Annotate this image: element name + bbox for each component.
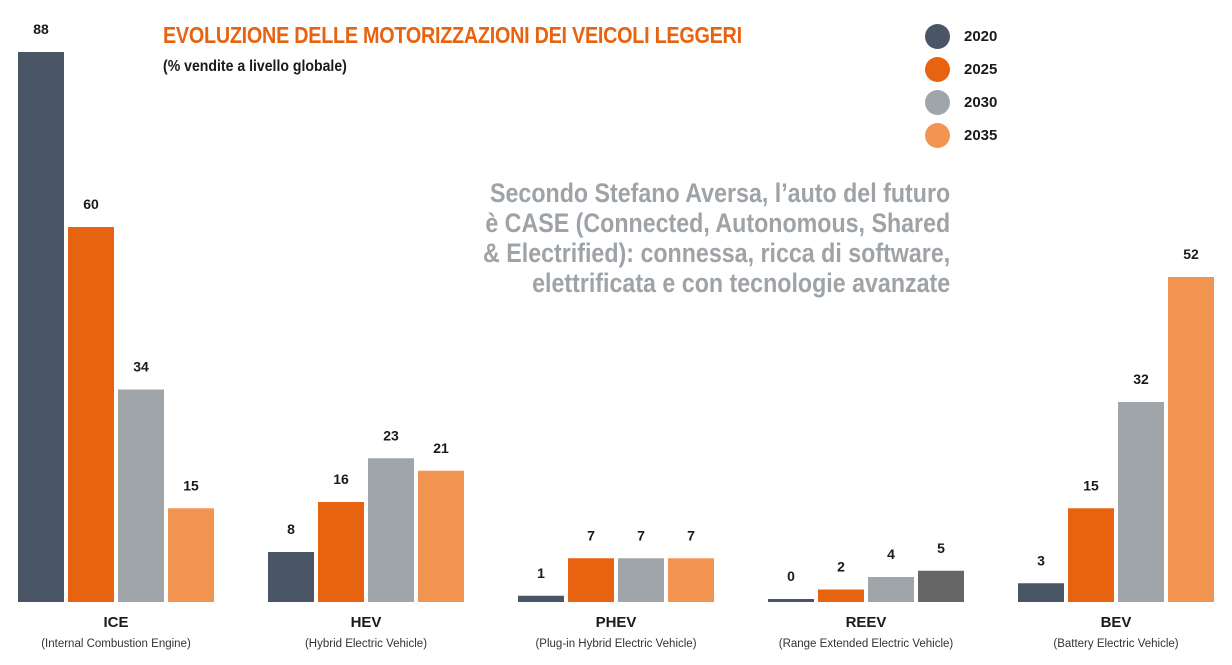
legend-item-2035: 2035 xyxy=(925,119,997,152)
bar-ice-2035 xyxy=(168,508,214,602)
bar-hev-2030 xyxy=(368,458,414,602)
value-label-phev-2030: 7 xyxy=(637,527,645,543)
bars-layer xyxy=(18,52,1214,602)
legend-item-2030: 2030 xyxy=(925,86,997,119)
legend-swatch-icon xyxy=(925,90,950,115)
category-description-hev: (Hybrid Electric Vehicle) xyxy=(305,638,427,650)
category-description-reev: (Range Extended Electric Vehicle) xyxy=(779,638,954,650)
value-label-hev-2030: 23 xyxy=(383,427,399,443)
value-label-hev-2025: 16 xyxy=(333,471,349,487)
legend-label: 2035 xyxy=(964,127,998,144)
bar-ice-2030 xyxy=(118,389,164,602)
bar-bev-2025 xyxy=(1068,508,1114,602)
value-label-phev-2020: 1 xyxy=(537,565,545,581)
legend-label: 2025 xyxy=(964,61,998,78)
value-label-reev-2020: 0 xyxy=(787,568,795,584)
bar-phev-2020 xyxy=(518,595,564,602)
legend-swatch-icon xyxy=(925,57,950,82)
category-label-reev: REEV xyxy=(846,614,887,631)
category-labels-layer: ICE (Internal Combustion Engine) HEV (Hybri… xyxy=(41,614,1179,650)
category-label-phev: PHEV xyxy=(596,614,637,631)
legend: 2020 2025 2030 2035 xyxy=(925,20,997,152)
category-label-bev: BEV xyxy=(1101,614,1132,631)
bar-phev-2025 xyxy=(568,558,614,602)
legend-item-2020: 2020 xyxy=(925,20,997,53)
quote-annotation: Secondo Stefano Aversa, l’auto del futur… xyxy=(483,178,950,298)
category-description-ice: (Internal Combustion Engine) xyxy=(41,638,191,650)
bar-bev-2035 xyxy=(1168,277,1214,602)
chart-subtitle: (% vendite a livello globale) xyxy=(163,58,347,75)
bar-reev-2030 xyxy=(868,577,914,602)
value-label-phev-2035: 7 xyxy=(687,527,695,543)
value-label-ice-2030: 34 xyxy=(133,359,149,375)
value-label-ice-2035: 15 xyxy=(183,477,199,493)
annotation-line: è CASE (Connected, Autonomous, Shared xyxy=(485,208,950,238)
bar-hev-2020 xyxy=(268,552,314,602)
legend-item-2025: 2025 xyxy=(925,53,997,86)
value-label-bev-2030: 32 xyxy=(1133,371,1149,387)
bar-phev-2035 xyxy=(668,558,714,602)
category-label-hev: HEV xyxy=(351,614,382,631)
bar-bev-2020 xyxy=(1018,583,1064,602)
annotation-line: elettrificata e con tecnologie avanzate xyxy=(531,268,950,298)
legend-swatch-icon xyxy=(925,24,950,49)
category-description-phev: (Plug-in Hybrid Electric Vehicle) xyxy=(535,638,696,650)
bar-reev-2020 xyxy=(768,599,814,602)
category-description-bev: (Battery Electric Vehicle) xyxy=(1053,638,1178,650)
chart-title: EVOLUZIONE DELLE MOTORIZZAZIONI DEI VEIC… xyxy=(163,22,742,48)
value-label-bev-2020: 3 xyxy=(1037,552,1045,568)
legend-label: 2030 xyxy=(964,94,998,111)
value-label-ice-2025: 60 xyxy=(83,196,99,212)
value-label-reev-2025: 2 xyxy=(837,559,845,575)
legend-swatch-icon xyxy=(925,123,950,148)
value-label-bev-2025: 15 xyxy=(1083,477,1099,493)
value-label-ice-2020: 88 xyxy=(33,21,49,37)
value-label-phev-2025: 7 xyxy=(587,527,595,543)
bar-phev-2030 xyxy=(618,558,664,602)
category-label-ice: ICE xyxy=(103,614,128,631)
value-label-bev-2035: 52 xyxy=(1183,246,1199,262)
annotation-line: & Electrified): connessa, ricca di softw… xyxy=(482,238,950,268)
annotation-line: Secondo Stefano Aversa, l’auto del futur… xyxy=(489,178,950,208)
bar-ice-2025 xyxy=(68,227,114,602)
value-label-hev-2035: 21 xyxy=(433,440,449,456)
bar-reev-2025 xyxy=(818,589,864,602)
value-label-reev-2030: 4 xyxy=(887,546,895,562)
bar-reev-2035 xyxy=(918,570,964,602)
value-label-reev-2035: 5 xyxy=(937,540,945,556)
bar-hev-2035 xyxy=(418,470,464,602)
value-labels-layer: 88 60 34 15 8 16 23 21 1 7 7 7 0 2 4 5 3 15 32 52 xyxy=(33,21,1199,584)
value-label-hev-2020: 8 xyxy=(287,521,295,537)
bar-ice-2020 xyxy=(18,52,64,602)
bar-bev-2030 xyxy=(1118,402,1164,602)
bar-hev-2025 xyxy=(318,502,364,602)
legend-label: 2020 xyxy=(964,28,998,45)
